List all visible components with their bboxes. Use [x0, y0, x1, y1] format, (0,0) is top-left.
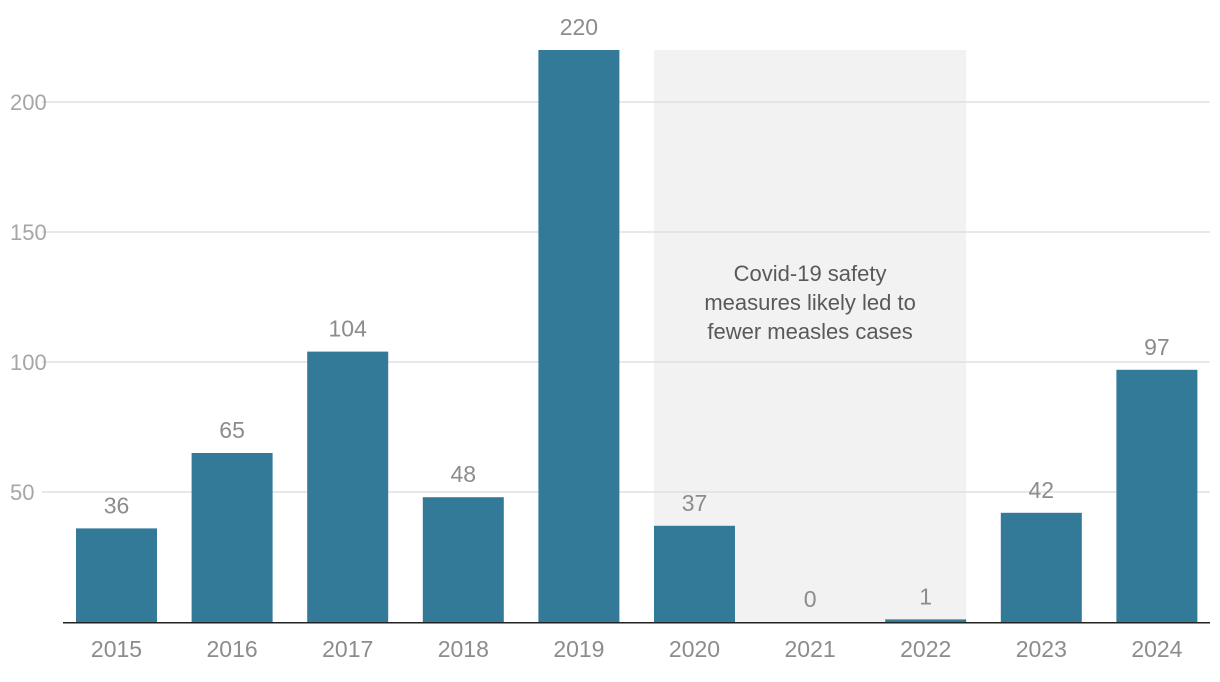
data-label: 97	[1144, 334, 1170, 360]
y-tick-label: 200	[10, 90, 47, 115]
x-tick-label: 2015	[91, 636, 142, 662]
gridlines: 50 100 150 200	[10, 90, 1210, 505]
bar	[422, 497, 504, 622]
x-tick-label: 2021	[785, 636, 836, 662]
data-labels: 36 65 104 48 220 37 0 1 42 97	[104, 14, 1170, 612]
bar	[1000, 512, 1082, 622]
x-tick-label: 2023	[1016, 636, 1067, 662]
bar	[654, 525, 735, 622]
x-tick-label: 2024	[1131, 636, 1182, 662]
data-label: 37	[682, 490, 708, 516]
axes: 2015 2016 2017 2018 2019 2020 2021 2022 2023 2024	[63, 622, 1210, 662]
annotation-text-line: Covid-19 safety	[734, 261, 887, 286]
data-label: 36	[104, 492, 130, 518]
data-label: 0	[804, 586, 817, 612]
y-tick-label: 150	[10, 220, 47, 245]
data-label: 220	[560, 14, 598, 40]
data-label: 42	[1029, 477, 1055, 503]
y-tick-label: 50	[10, 480, 34, 505]
data-label: 65	[219, 417, 245, 443]
bar	[191, 453, 273, 622]
bar	[307, 351, 389, 622]
annotation-text-line: measures likely led to	[704, 290, 916, 315]
x-tick-label: 2019	[553, 636, 604, 662]
bar	[538, 50, 620, 622]
bar	[1116, 369, 1198, 622]
data-label: 1	[919, 583, 932, 609]
annotation-text-line: fewer measles cases	[707, 319, 912, 344]
data-label: 48	[451, 461, 477, 487]
bars	[76, 50, 1198, 622]
x-tick-label: 2020	[669, 636, 720, 662]
x-tick-label: 2018	[438, 636, 489, 662]
bar	[76, 528, 157, 622]
x-tick-label: 2022	[900, 636, 951, 662]
x-tick-label: 2016	[207, 636, 258, 662]
bar	[885, 619, 967, 622]
data-label: 104	[329, 316, 368, 342]
y-tick-label: 100	[10, 350, 47, 375]
x-tick-label: 2017	[322, 636, 373, 662]
